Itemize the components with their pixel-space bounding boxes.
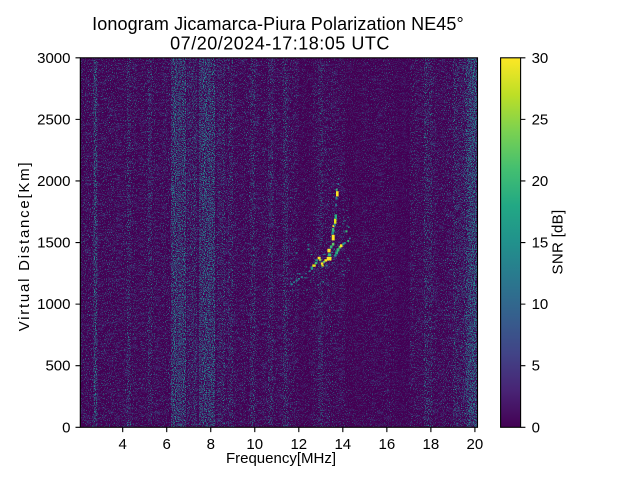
svg-text:2000: 2000 [37,173,70,190]
svg-text:4: 4 [119,436,127,453]
svg-text:25: 25 [532,111,549,128]
svg-text:10: 10 [532,296,549,313]
svg-text:SNR [dB]: SNR [dB] [550,210,567,275]
svg-text:Ionogram Jicamarca-Piura Polar: Ionogram Jicamarca-Piura Polarization NE… [92,14,464,34]
svg-text:0: 0 [62,419,70,436]
svg-text:2500: 2500 [37,111,70,128]
svg-text:1500: 1500 [37,235,70,252]
svg-text:8: 8 [207,436,215,453]
svg-text:20: 20 [532,173,549,190]
svg-text:Virtual Distance[Km]: Virtual Distance[Km] [16,161,33,332]
svg-text:0: 0 [532,419,540,436]
svg-text:16: 16 [379,436,396,453]
svg-text:6: 6 [163,436,171,453]
svg-text:3000: 3000 [37,50,70,67]
svg-text:14: 14 [334,436,351,453]
svg-text:07/20/2024-17:18:05 UTC: 07/20/2024-17:18:05 UTC [170,34,390,54]
svg-text:10: 10 [246,436,263,453]
svg-text:12: 12 [290,436,307,453]
svg-text:1000: 1000 [37,296,70,313]
svg-text:5: 5 [532,358,540,375]
svg-text:18: 18 [423,436,440,453]
svg-text:20: 20 [467,436,484,453]
svg-text:500: 500 [45,358,70,375]
svg-text:30: 30 [532,50,549,67]
svg-text:15: 15 [532,235,549,252]
svg-text:Frequency[MHz]: Frequency[MHz] [226,450,336,467]
